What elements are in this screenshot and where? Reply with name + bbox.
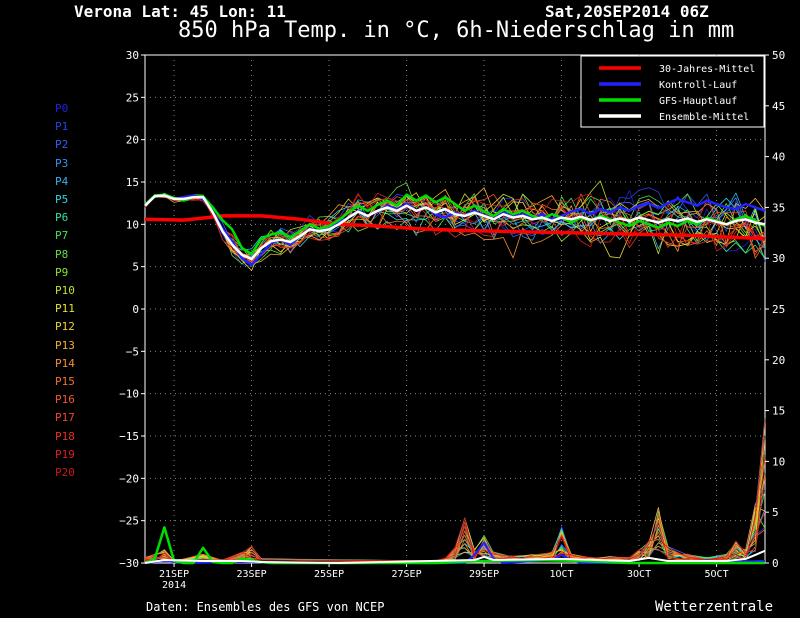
member-label: P19 <box>55 447 75 461</box>
data-source-note: Daten: Ensembles des GFS von NCEP <box>146 600 385 614</box>
y-tick-label-right: 20 <box>772 354 785 367</box>
legend-entry: GFS-Hauptlauf <box>659 96 737 107</box>
member-label: P3 <box>55 156 69 170</box>
y-tick-label-left: −10 <box>119 388 139 401</box>
ensemble-mean-line <box>144 194 766 261</box>
member-label: P15 <box>55 375 75 388</box>
y-tick-label-left: 10 <box>126 218 139 231</box>
x-tick-label: 23SEP <box>237 569 267 580</box>
legend-entry: Ensemble-Mittel <box>659 112 749 123</box>
x-tick-label: 1OCT <box>550 569 574 580</box>
y-tick-label-right: 10 <box>772 455 785 468</box>
member-label: P9 <box>55 265 69 279</box>
y-tick-label-right: 5 <box>772 506 779 519</box>
brand-label: Wetterzentrale <box>655 599 774 615</box>
run-label: Sat,20SEP2014 06Z <box>545 2 709 21</box>
member-label: P6 <box>55 211 69 225</box>
y-tick-label-left: −15 <box>119 430 139 443</box>
y-tick-label-right: 30 <box>772 252 785 265</box>
member-label: P2 <box>55 138 69 152</box>
y-tick-label-left: 20 <box>126 134 139 147</box>
member-label: P18 <box>55 429 75 443</box>
member-label: P5 <box>55 193 69 206</box>
member-label: P1 <box>55 120 69 134</box>
member-label: P0 <box>55 102 69 115</box>
member-label: P14 <box>55 356 75 370</box>
y-tick-label-left: 0 <box>132 303 139 316</box>
x-tick-label: 29SEP <box>469 569 499 580</box>
x-tick-label: 27SEP <box>392 569 422 580</box>
y-tick-label-right: 15 <box>772 405 785 418</box>
legend-entry: 30-Jahres-Mittel <box>659 64 755 75</box>
member-label: P4 <box>55 174 69 188</box>
member-temp-line <box>144 193 766 258</box>
x-tick-label: 25SEP <box>314 569 344 580</box>
member-label: P12 <box>55 320 75 334</box>
x-tick-label: 3OCT <box>627 569 651 580</box>
y-tick-label-left: 25 <box>126 91 139 104</box>
control-run-line <box>144 194 766 267</box>
member-label: P7 <box>55 229 69 243</box>
y-tick-label-right: 40 <box>772 151 785 164</box>
x-tick-sublabel: 2014 <box>162 580 186 591</box>
x-tick-label: 5OCT <box>705 569 729 580</box>
member-label: P8 <box>55 247 69 261</box>
y-tick-label-right: 45 <box>772 100 785 113</box>
y-tick-label-left: 15 <box>126 176 139 189</box>
gfs-main-line <box>144 193 766 256</box>
member-temp-line <box>144 193 766 251</box>
member-label: P11 <box>55 302 75 316</box>
legend-entry: Kontroll-Lauf <box>659 80 737 91</box>
y-tick-label-left: −25 <box>119 515 139 528</box>
member-label: P17 <box>55 411 75 425</box>
location-label: Verona Lat: 45 Lon: 11 <box>74 2 286 21</box>
y-tick-label-left: −5 <box>126 345 139 358</box>
member-label: P20 <box>55 466 75 479</box>
y-tick-label-right: 25 <box>772 303 785 316</box>
chart-title: 850 hPa Temp. in °C, 6h-Niederschlag in … <box>178 18 735 43</box>
member-label: P16 <box>55 393 75 407</box>
y-tick-label-right: 0 <box>772 557 779 570</box>
member-precip-line <box>144 475 766 563</box>
member-temp-line <box>144 192 766 266</box>
member-label: P13 <box>55 338 75 352</box>
member-label: P10 <box>55 284 75 297</box>
y-tick-label-right: 35 <box>772 201 785 214</box>
y-tick-label-right: 50 <box>772 49 785 62</box>
y-tick-label-left: −30 <box>119 557 139 570</box>
y-tick-label-left: −20 <box>119 472 139 485</box>
y-tick-label-left: 30 <box>126 49 139 62</box>
y-tick-label-left: 5 <box>132 261 139 274</box>
x-tick-label: 21SEP <box>159 569 189 580</box>
ensemble-mean-precip-line <box>144 549 766 564</box>
climate-mean-line <box>144 214 766 241</box>
